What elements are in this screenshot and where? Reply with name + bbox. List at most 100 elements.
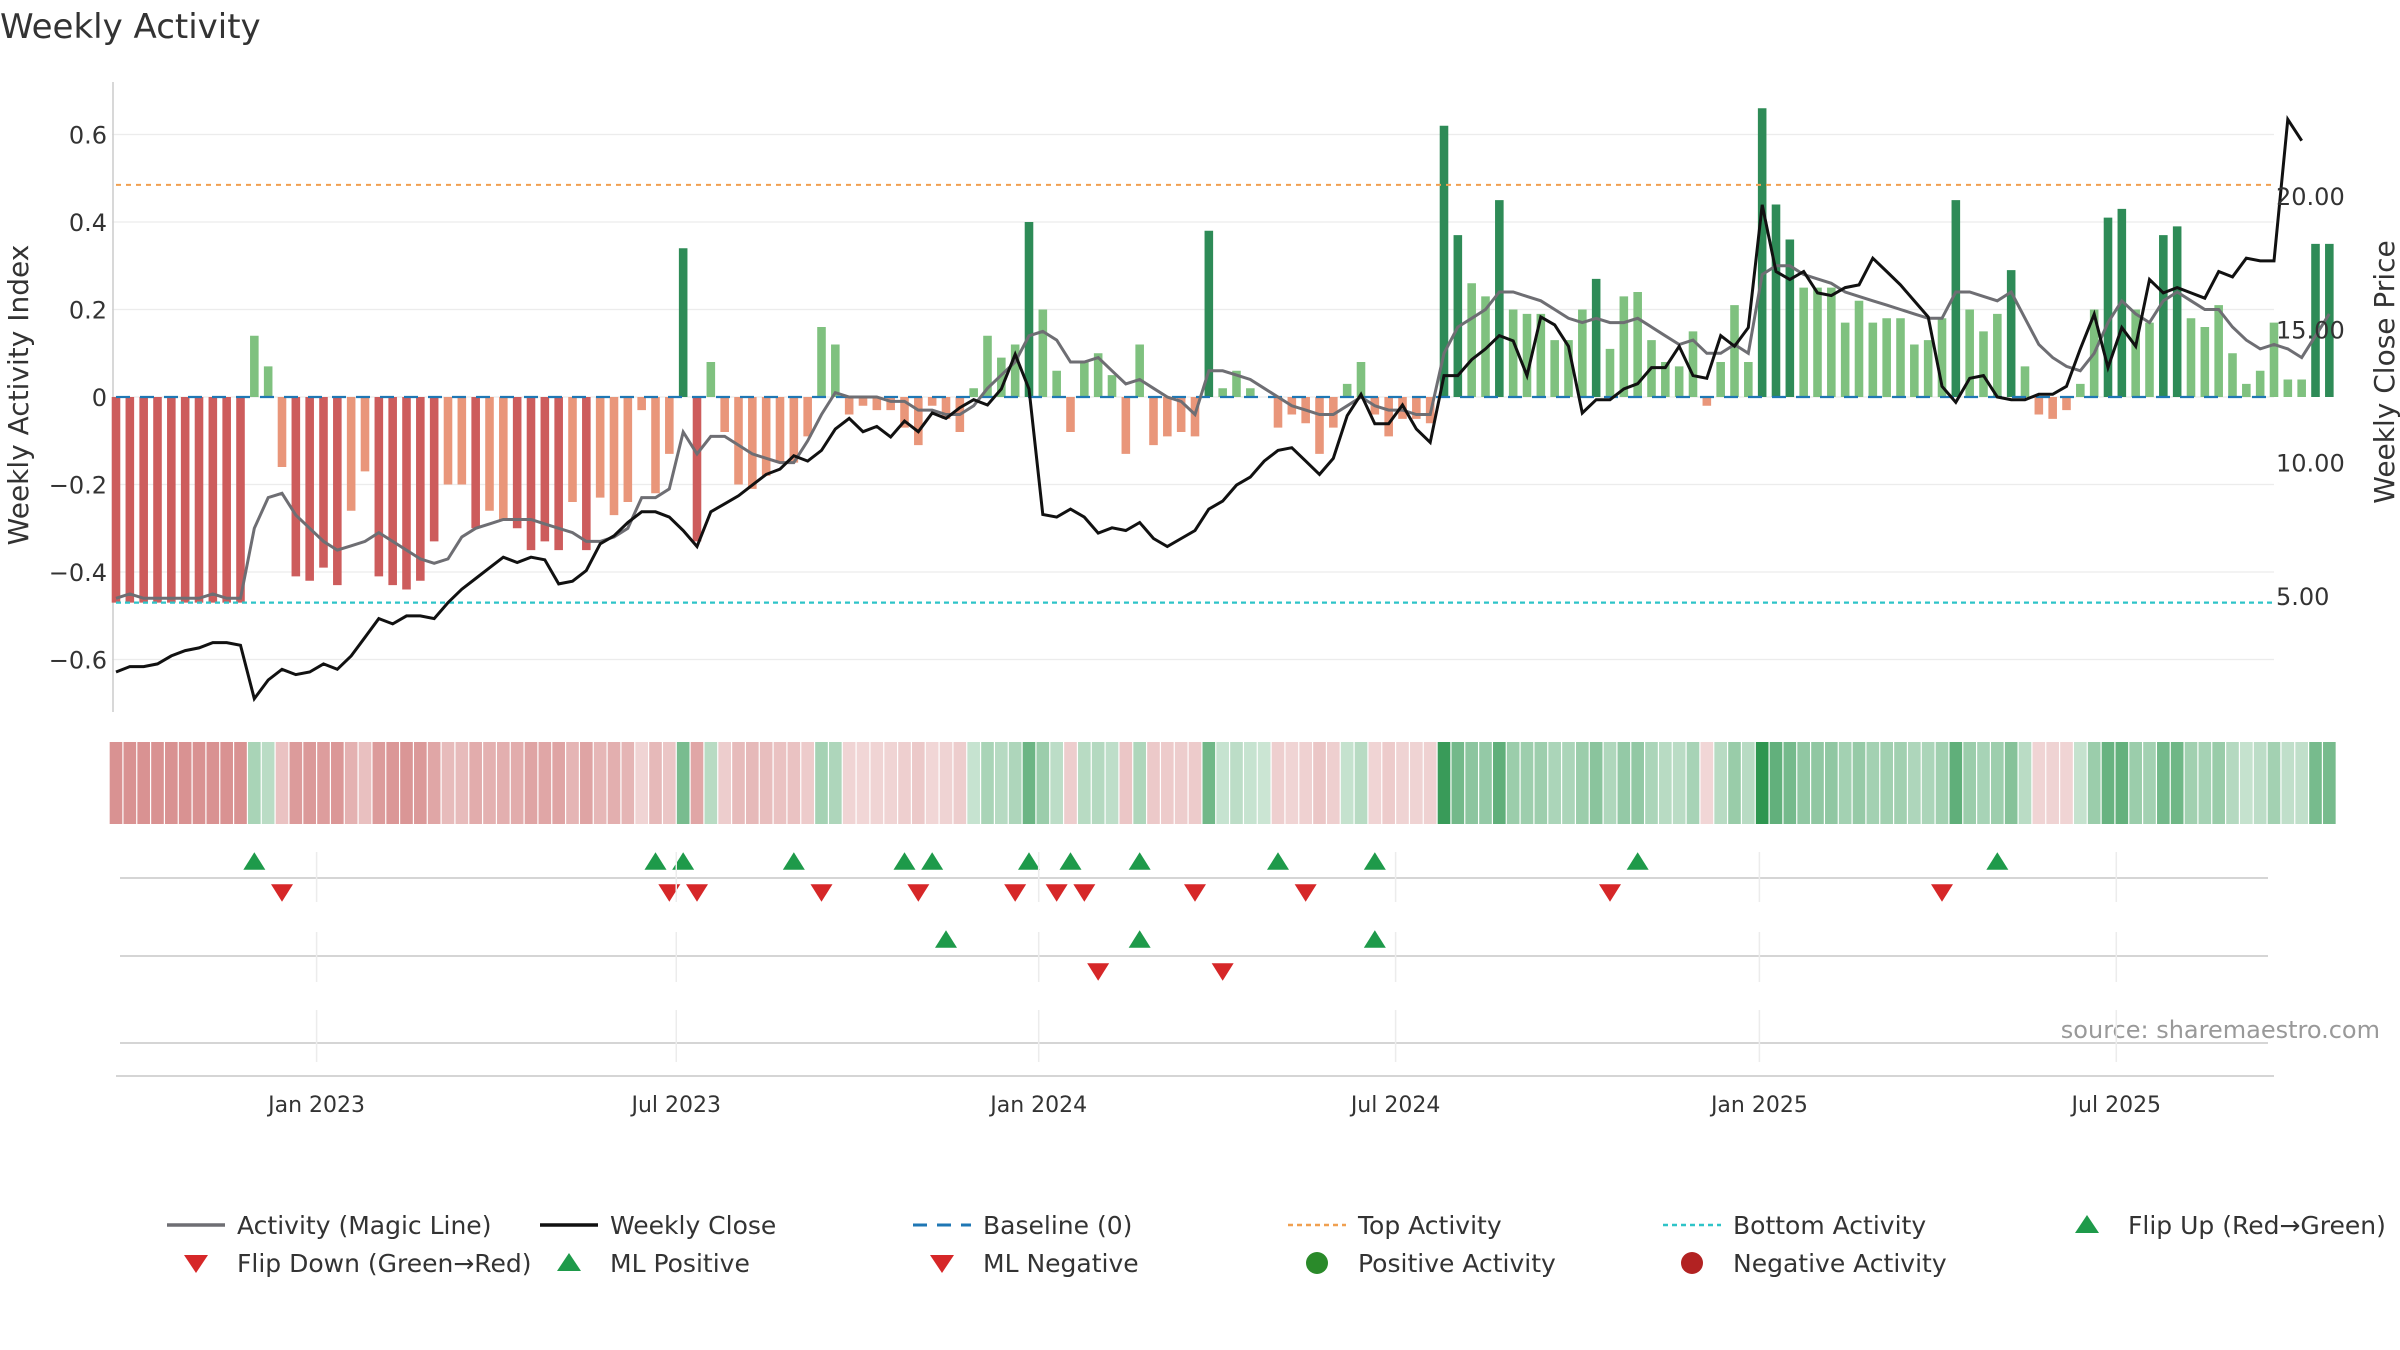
- activity-bar-157: [2283, 379, 2293, 397]
- heat-cell-158: [2295, 742, 2308, 824]
- activity-bar-33: [568, 397, 577, 502]
- activity-bar-19: [374, 397, 384, 577]
- heat-cell-145: [2115, 742, 2129, 824]
- activity-bar-52: [831, 344, 840, 397]
- heat-cell-129: [1894, 742, 1907, 824]
- activity-bar-94: [1412, 397, 1421, 419]
- heat-cell-47: [759, 742, 773, 824]
- activity-bar-123: [1813, 287, 1822, 397]
- activity-bar-43: [706, 362, 716, 397]
- activity-bar-137: [2006, 270, 2016, 397]
- activity-bar-149: [2172, 226, 2182, 397]
- activity-bar-66: [1024, 222, 1034, 397]
- activity-bar-155: [2255, 370, 2265, 397]
- activity-bar-96: [1439, 125, 1449, 397]
- heat-cell-5: [178, 742, 192, 824]
- heat-cell-18: [358, 742, 372, 824]
- heat-cell-17: [344, 742, 358, 824]
- heat-cell-139: [2032, 742, 2046, 824]
- activity-bar-159: [2311, 243, 2320, 397]
- legend-label-pos: Positive Activity: [1358, 1249, 1556, 1278]
- heat-cell-148: [2157, 742, 2170, 824]
- flip-down-marker-5: [1004, 884, 1027, 902]
- heat-cell-20: [386, 742, 399, 824]
- heat-cell-147: [2143, 742, 2156, 824]
- activity-bar-65: [1010, 344, 1020, 397]
- activity-bar-46: [748, 397, 757, 489]
- flip-down-marker-0: [271, 884, 293, 902]
- heat-cell-48: [773, 742, 787, 824]
- activity-bar-60: [941, 397, 951, 419]
- activity-bar-54: [858, 397, 868, 406]
- heat-cell-95: [1423, 742, 1437, 824]
- flip-up-marker-8: [1128, 852, 1151, 870]
- legend-swatch-flip_down: [184, 1255, 208, 1273]
- flip-up-marker-10: [1363, 852, 1386, 870]
- y2-tick-label-2: 10.00: [2276, 450, 2345, 478]
- heat-cell-34: [580, 742, 593, 824]
- activity-bar-77: [1176, 397, 1186, 432]
- activity-bar-16: [333, 397, 342, 586]
- heat-cell-111: [1645, 742, 1658, 824]
- activity-bar-75: [1149, 397, 1158, 446]
- heat-cell-103: [1534, 742, 1548, 824]
- y-tick-label-0: 0.6: [69, 122, 107, 150]
- heat-cell-151: [2198, 742, 2212, 824]
- activity-bar-10: [250, 335, 259, 397]
- heat-cell-114: [1686, 742, 1700, 824]
- heat-cell-133: [1949, 742, 1963, 824]
- activity-bar-105: [1564, 340, 1573, 397]
- activity-bar-13: [291, 397, 301, 577]
- activity-bar-133: [1951, 200, 1961, 397]
- heat-cell-71: [1091, 742, 1105, 824]
- flip-down-marker-10: [1599, 884, 1621, 902]
- heat-cell-75: [1147, 742, 1160, 824]
- activity-bar-45: [734, 397, 743, 485]
- legend-item-bottom: Bottom Activity: [1663, 1211, 1926, 1240]
- activity-bar-102: [1522, 313, 1532, 397]
- activity-bar-0: [111, 397, 121, 603]
- legend-swatch-flip_up: [2075, 1215, 2099, 1233]
- activity-bar-135: [1979, 331, 1988, 397]
- activity-bar-153: [2228, 353, 2237, 397]
- activity-bar-63: [983, 335, 992, 397]
- activity-bar-28: [499, 397, 508, 520]
- activity-bar-80: [1218, 388, 1227, 397]
- heat-cell-120: [1769, 742, 1783, 824]
- activity-bar-114: [1688, 331, 1698, 397]
- heat-cell-106: [1576, 742, 1589, 824]
- heat-cell-117: [1728, 742, 1741, 824]
- x-tick-label-2: Jan 2024: [988, 1093, 1087, 1118]
- heat-cell-24: [441, 742, 455, 824]
- heat-cell-122: [1797, 742, 1810, 824]
- activity-bar-8: [222, 397, 231, 603]
- activity-bar-9: [236, 397, 245, 603]
- y-tick-label-6: −0.6: [49, 647, 107, 675]
- heat-cell-142: [2074, 742, 2087, 824]
- legend-label-ml_neg: ML Negative: [983, 1249, 1139, 1278]
- heat-cell-11: [261, 742, 275, 824]
- activity-bar-115: [1702, 397, 1712, 406]
- magic-line: [115, 264, 2331, 600]
- heat-cell-110: [1631, 742, 1644, 824]
- heat-cell-137: [2004, 742, 2018, 824]
- activity-bar-34: [582, 397, 591, 551]
- heat-cell-140: [2046, 742, 2059, 824]
- flip-up-marker-0: [243, 852, 266, 870]
- heat-cell-96: [1437, 742, 1451, 824]
- heat-cell-90: [1354, 742, 1368, 824]
- heat-cell-127: [1866, 742, 1880, 824]
- heat-cell-149: [2170, 742, 2184, 824]
- activity-bar-41: [678, 248, 688, 397]
- heat-cell-25: [455, 742, 469, 824]
- activity-bar-24: [443, 397, 453, 485]
- activity-bar-126: [1854, 300, 1864, 397]
- flip-down-marker-9: [1294, 884, 1317, 902]
- activity-bar-31: [540, 397, 550, 542]
- activity-bar-2: [139, 397, 148, 603]
- flip-down-marker-2: [686, 884, 708, 902]
- activity-bar-110: [1633, 292, 1642, 397]
- activity-bar-98: [1467, 283, 1476, 397]
- activity-bar-55: [872, 397, 882, 411]
- legend-item-flip_up: Flip Up (Red→Green): [2075, 1211, 2386, 1240]
